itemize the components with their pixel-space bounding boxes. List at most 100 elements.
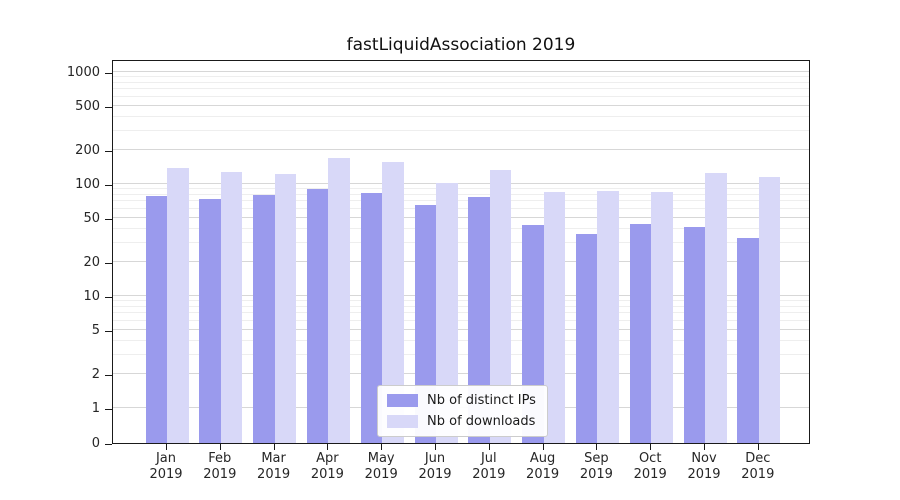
- y-tick-mark: [105, 218, 112, 220]
- x-tick-label-year: 2019: [633, 467, 667, 482]
- gridline-minor: [113, 115, 809, 117]
- legend: Nb of distinct IPs Nb of downloads: [377, 385, 548, 437]
- y-tick-label: 1000: [66, 65, 100, 80]
- y-tick-label: 20: [83, 255, 100, 271]
- bar-downloads-oct: [651, 192, 673, 443]
- bar-distinct-ips-feb: [199, 198, 221, 443]
- y-tick-mark: [105, 444, 112, 445]
- x-tick-mark: [273, 444, 275, 450]
- x-tick-label-year: 2019: [203, 467, 237, 482]
- bar-distinct-ips-mar: [253, 195, 275, 443]
- x-tick-mark: [596, 444, 598, 450]
- bar-downloads-mar: [274, 174, 297, 443]
- gridline-minor: [113, 76, 809, 78]
- legend-item-distinct-ips: Nb of distinct IPs: [387, 393, 536, 408]
- y-tick-label: 10: [83, 289, 100, 304]
- bar-downloads-sep: [597, 190, 619, 443]
- gridline-major: [113, 295, 809, 296]
- y-tick-label: 200: [75, 143, 100, 159]
- y-tick-mark: [105, 73, 112, 74]
- gridline-minor: [113, 129, 809, 131]
- x-tick-label-month: Mar: [261, 451, 286, 466]
- x-tick-mark: [327, 444, 329, 450]
- x-tick-label-month: Dec: [745, 451, 771, 466]
- bar-distinct-ips-jul: [468, 196, 490, 443]
- x-tick-label-year: 2019: [418, 467, 452, 482]
- bar-distinct-ips-dec: [737, 237, 759, 443]
- gridline-minor: [113, 95, 809, 97]
- x-tick-label-year: 2019: [472, 467, 506, 482]
- bar-distinct-ips-sep: [575, 233, 598, 443]
- gridline-major: [113, 261, 809, 263]
- y-tick-mark: [105, 297, 112, 298]
- y-tick-label: 2: [91, 367, 100, 383]
- x-tick-mark: [381, 444, 383, 450]
- x-tick-label-year: 2019: [149, 467, 183, 482]
- x-tick-label-year: 2019: [741, 467, 775, 482]
- legend-label-downloads: Nb of downloads: [427, 414, 536, 429]
- bar-distinct-ips-may: [360, 193, 383, 443]
- x-tick-label-year: 2019: [257, 467, 291, 482]
- x-tick-mark: [650, 444, 652, 450]
- x-tick-mark: [488, 444, 490, 450]
- y-tick-mark: [105, 106, 112, 108]
- gridline-minor: [113, 207, 809, 209]
- y-tick-label: 50: [83, 210, 100, 226]
- x-tick-label-month: Jun: [424, 451, 446, 466]
- x-tick-label-month: Jan: [155, 451, 177, 466]
- y-tick-mark: [105, 409, 112, 410]
- gridline-major: [113, 328, 809, 330]
- gridline-minor: [113, 200, 809, 202]
- x-tick-mark: [219, 444, 221, 450]
- gridline-major: [113, 216, 809, 218]
- x-tick-label-month: Jul: [480, 451, 497, 466]
- y-tick-mark: [105, 263, 112, 265]
- bar-downloads-jul: [489, 170, 512, 443]
- gridline-major: [113, 104, 809, 106]
- x-tick-label-month: May: [367, 451, 395, 466]
- bar-downloads-nov: [705, 172, 727, 443]
- x-tick-label-year: 2019: [687, 467, 721, 482]
- gridline-minor: [113, 81, 809, 83]
- gridline-minor: [113, 300, 809, 302]
- x-tick-label-year: 2019: [310, 467, 344, 482]
- y-tick-mark: [105, 151, 112, 153]
- bar-distinct-ips-jan: [145, 196, 167, 443]
- y-tick-label: 100: [75, 177, 100, 192]
- legend-label-distinct-ips: Nb of distinct IPs: [427, 393, 536, 408]
- x-tick-label-month: Sep: [584, 451, 609, 466]
- x-tick-label-month: Aug: [529, 451, 556, 466]
- x-tick-label-year: 2019: [579, 467, 613, 482]
- gridline-minor: [113, 193, 809, 195]
- legend-swatch-distinct-ips: [387, 394, 418, 407]
- bar-distinct-ips-nov: [683, 227, 705, 443]
- gridline-major: [113, 149, 809, 151]
- gridline-minor: [113, 319, 809, 321]
- bar-downloads-jan: [167, 167, 189, 443]
- y-tick-mark: [105, 185, 112, 186]
- gridline-minor: [113, 188, 809, 190]
- x-tick-mark: [435, 444, 436, 450]
- gridline-minor: [113, 353, 809, 355]
- gridline-minor: [113, 88, 809, 90]
- x-tick-label-month: Nov: [691, 451, 717, 466]
- bar-distinct-ips-jun: [414, 204, 436, 443]
- bar-downloads-aug: [543, 192, 566, 443]
- bar-downloads-feb: [220, 172, 243, 443]
- bar-distinct-ips-apr: [306, 189, 329, 443]
- gridline-major: [113, 373, 809, 375]
- y-tick-mark: [105, 375, 112, 377]
- plot-area: Nb of distinct IPs Nb of downloads: [112, 60, 810, 444]
- y-tick-label: 500: [75, 98, 100, 114]
- x-tick-label-year: 2019: [364, 467, 398, 482]
- legend-swatch-downloads: [387, 415, 418, 428]
- y-tick-label: 5: [91, 322, 100, 338]
- x-tick-mark: [757, 444, 759, 450]
- x-tick-mark: [166, 444, 167, 450]
- bar-downloads-jun: [436, 182, 458, 443]
- gridline-minor: [113, 312, 809, 314]
- gridline-minor: [113, 305, 809, 307]
- gridline-minor: [113, 227, 809, 229]
- x-tick-label-month: Oct: [638, 451, 662, 466]
